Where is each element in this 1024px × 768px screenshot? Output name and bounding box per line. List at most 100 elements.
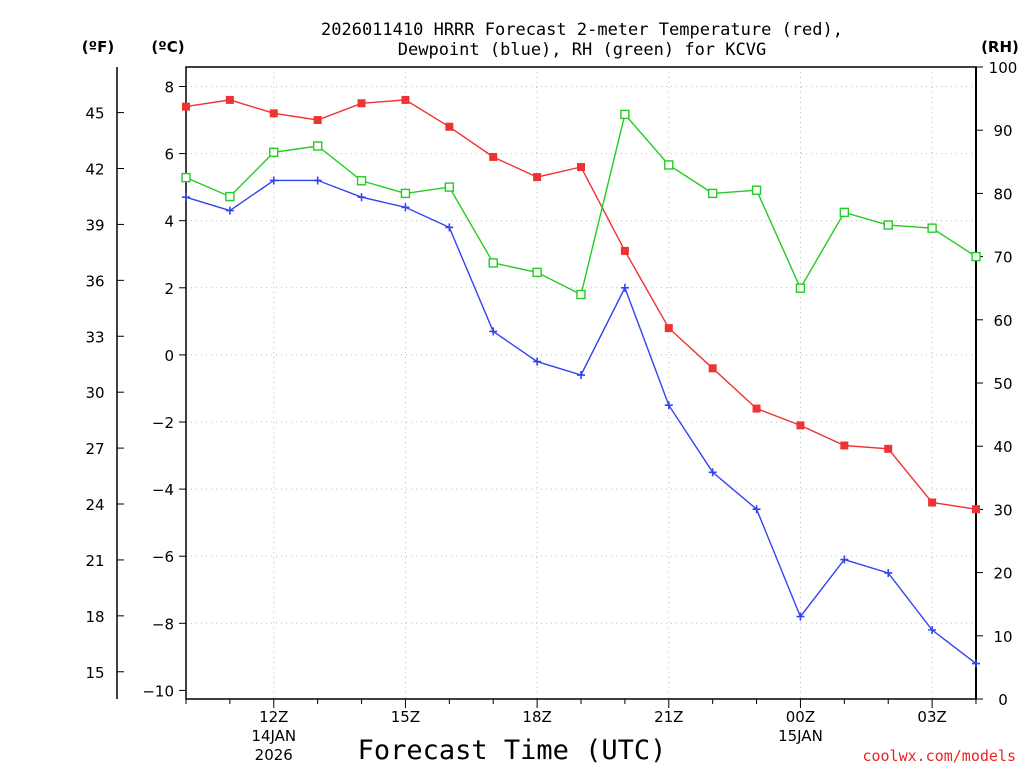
- rh-point: [883, 220, 893, 230]
- temperature-point: [225, 95, 234, 104]
- dewpoint-point: [401, 203, 410, 212]
- x-tick-sublabel: 15JAN: [778, 727, 823, 745]
- x-tick-label: 21Z: [654, 708, 683, 726]
- temperature-point: [489, 152, 498, 161]
- temperature-point: [401, 95, 410, 104]
- temperature-point: [533, 173, 542, 182]
- dewpoint-point: [708, 468, 717, 477]
- fahrenheit-tick-label: 36: [85, 272, 104, 290]
- x-tick-label: 00Z: [786, 708, 815, 726]
- dewpoint-point: [225, 206, 234, 215]
- x-tick-label: 18Z: [522, 708, 551, 726]
- rh-point: [269, 147, 279, 158]
- x-tick-sublabel: 14JAN: [251, 727, 296, 745]
- rh-point: [620, 109, 630, 120]
- rh-point: [400, 188, 411, 199]
- temperature-point: [664, 324, 673, 333]
- fahrenheit-tick-label: 39: [85, 216, 104, 234]
- rh-point: [839, 207, 850, 218]
- series-layer: [181, 95, 981, 668]
- rh-tick-label: 100: [989, 59, 1018, 77]
- temperature-point: [972, 505, 980, 514]
- dewpoint-point: [752, 505, 761, 514]
- temperature-point: [182, 102, 190, 111]
- chart-title-line-2: Dewpoint (blue), RH (green) for KCVG: [398, 40, 766, 60]
- rh-point: [532, 267, 542, 278]
- temperature-point: [577, 163, 585, 172]
- plot-frame: [185, 66, 977, 700]
- fahrenheit-tick-label: 45: [85, 105, 104, 123]
- rh-tick-label: 0: [998, 691, 1008, 709]
- x-axis-label: Forecast Time (UTC): [358, 735, 667, 766]
- temperature-point: [313, 116, 322, 125]
- celsius-tick-label: −10: [142, 682, 174, 700]
- celsius-tick-label: −4: [152, 481, 174, 499]
- rh-point: [356, 176, 367, 186]
- temperature-point: [928, 498, 937, 507]
- dewpoint-point: [445, 223, 454, 232]
- dewpoint-point: [313, 176, 322, 185]
- temperature-point: [796, 421, 805, 430]
- fahrenheit-tick-label: 42: [85, 161, 104, 179]
- rh-tick-label: 40: [993, 438, 1012, 456]
- temperature-point: [620, 246, 629, 255]
- rh-tick-label: 80: [993, 185, 1012, 203]
- fahrenheit-unit-label: (ºF): [82, 38, 114, 56]
- celsius-tick-label: 4: [164, 213, 174, 231]
- celsius-unit-label: (ºC): [151, 38, 184, 56]
- rh-point: [664, 160, 674, 170]
- rh-tick-label: 70: [993, 249, 1012, 267]
- chart-title-line-1: 2026011410 HRRR Forecast 2-meter Tempera…: [321, 20, 843, 40]
- dewpoint-point: [533, 357, 542, 366]
- fahrenheit-tick-label: 30: [85, 384, 104, 402]
- axis-ticks: 86420−2−4−6−8−10454239363330272421181510…: [85, 59, 1017, 764]
- fahrenheit-tick-label: 24: [85, 496, 104, 514]
- rh-point: [181, 172, 191, 183]
- celsius-tick-label: −6: [152, 548, 174, 566]
- dewpoint-point: [269, 176, 278, 185]
- rh-tick-label: 60: [993, 312, 1012, 330]
- dewpoint-point: [620, 283, 629, 292]
- rh-tick-label: 30: [993, 501, 1012, 519]
- temperature-point: [884, 444, 893, 453]
- x-tick-label: 15Z: [391, 708, 420, 726]
- dewpoint-point: [577, 371, 585, 380]
- rh-point: [488, 258, 498, 268]
- x-tick-label: 12Z: [259, 708, 288, 726]
- dewpoint-point: [489, 327, 498, 336]
- celsius-tick-label: 2: [164, 280, 174, 298]
- temperature-point: [840, 441, 849, 450]
- rh-unit-label: (RH): [981, 38, 1019, 56]
- rh-point: [927, 223, 937, 233]
- rh-point: [971, 251, 981, 262]
- credit-label: coolwx.com/models: [862, 747, 1016, 765]
- temperature-point: [269, 109, 278, 118]
- x-tick-label: 03Z: [917, 708, 946, 726]
- temperature-point: [752, 404, 761, 413]
- temperature-point: [445, 122, 454, 131]
- rh-tick-label: 90: [993, 122, 1012, 140]
- rh-tick-label: 10: [993, 628, 1012, 646]
- dewpoint-point: [357, 193, 366, 202]
- rh-line: [185, 112, 977, 296]
- dewpoint-point: [664, 401, 673, 410]
- celsius-tick-label: 8: [164, 79, 174, 97]
- celsius-tick-label: −8: [152, 615, 174, 633]
- rh-point: [707, 188, 718, 199]
- fahrenheit-tick-label: 15: [85, 664, 104, 682]
- temperature-point: [357, 99, 366, 108]
- rh-tick-label: 20: [993, 565, 1012, 583]
- dewpoint-point: [972, 659, 980, 668]
- rh-point: [576, 289, 586, 300]
- dewpoint-point: [182, 193, 190, 202]
- rh-point: [751, 185, 762, 195]
- fahrenheit-tick-label: 21: [85, 552, 104, 570]
- rh-point: [312, 141, 323, 151]
- grid-lines: [186, 67, 976, 699]
- celsius-tick-label: 0: [164, 347, 174, 365]
- dewpoint-point: [796, 612, 805, 621]
- dewpoint-point: [928, 626, 937, 635]
- rh-point: [444, 182, 455, 192]
- x-tick-sublabel: 2026: [255, 746, 293, 764]
